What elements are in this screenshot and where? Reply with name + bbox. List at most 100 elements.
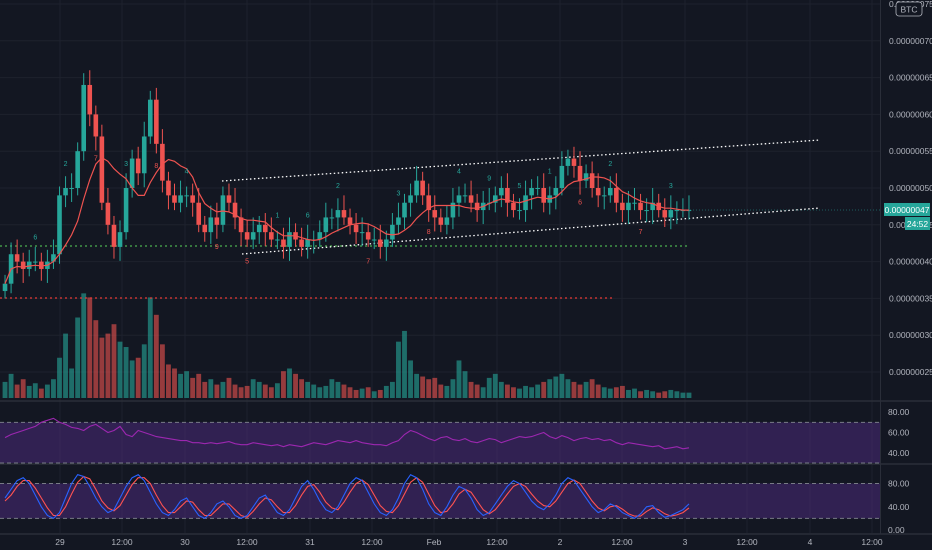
price-tick-label: 0.00000060 bbox=[889, 109, 932, 119]
sequential-count: 6 bbox=[306, 213, 310, 220]
volume-bar bbox=[159, 344, 165, 398]
candle-body bbox=[390, 224, 395, 240]
candle-body bbox=[14, 254, 20, 262]
volume-bar bbox=[287, 368, 292, 398]
candle-body bbox=[214, 217, 220, 225]
volume-bar bbox=[147, 297, 153, 398]
sequential-count: 2 bbox=[608, 161, 612, 168]
volume-bar bbox=[613, 387, 619, 398]
price-tick-label: 0.00000055 bbox=[889, 146, 932, 156]
volume-bar bbox=[341, 384, 347, 398]
candle-body bbox=[202, 224, 208, 233]
volume-bar bbox=[644, 389, 650, 398]
volume-bar bbox=[668, 389, 674, 398]
candle-body bbox=[396, 217, 401, 225]
sequential-count-labels: 6 2 7 3 8 4 9 5 1 6 2 7 3 8 4 9 5 1 6 2 7 3 bbox=[33, 155, 673, 265]
candle-body bbox=[571, 158, 577, 166]
volume-bar bbox=[81, 293, 87, 398]
volume-bar bbox=[402, 330, 407, 398]
volume-bar bbox=[589, 379, 595, 398]
volume-bar bbox=[51, 379, 56, 398]
candle-body bbox=[432, 210, 438, 218]
last-price-tag bbox=[884, 203, 930, 216]
candle-body bbox=[626, 202, 631, 211]
volume-bar bbox=[607, 388, 613, 398]
candle-body bbox=[505, 188, 510, 203]
sequential-count: 1 bbox=[275, 213, 279, 220]
candle-body bbox=[117, 232, 123, 247]
candle-body bbox=[184, 195, 189, 197]
candle-body bbox=[614, 188, 619, 203]
candle-body bbox=[63, 188, 68, 196]
volume-bar bbox=[359, 388, 365, 398]
volume-bar bbox=[250, 379, 256, 398]
volume-bar bbox=[601, 387, 607, 398]
price-tick-label: 0.00000050 bbox=[889, 183, 932, 193]
candle-body bbox=[275, 239, 280, 241]
time-tick-label: 12:00 bbox=[736, 537, 758, 547]
candle-body bbox=[105, 202, 111, 225]
candle-body bbox=[559, 165, 565, 188]
candle-body bbox=[57, 195, 62, 255]
candle-body bbox=[111, 224, 117, 247]
volume-bar bbox=[87, 297, 93, 398]
candle-body bbox=[438, 217, 444, 225]
time-tick-label: 12:00 bbox=[361, 537, 383, 547]
candle-body bbox=[662, 210, 668, 218]
candle-body bbox=[462, 195, 468, 197]
sequential-count: 2 bbox=[336, 183, 340, 190]
candle-body bbox=[190, 195, 195, 203]
volume-bar bbox=[20, 379, 26, 398]
candle-body bbox=[511, 202, 516, 211]
volume-bar bbox=[517, 388, 522, 398]
candle-body bbox=[51, 254, 56, 262]
candle-body bbox=[32, 261, 38, 263]
volume-bar bbox=[99, 337, 105, 398]
candle-body bbox=[250, 232, 256, 240]
time-tick-label: 2 bbox=[558, 537, 563, 547]
stoch-tick-label: 40.00 bbox=[888, 502, 910, 512]
candle-body bbox=[517, 210, 522, 212]
candle-body bbox=[347, 217, 353, 225]
volume-bar bbox=[93, 320, 99, 398]
volume-bar bbox=[547, 379, 553, 398]
volume-bar bbox=[474, 384, 480, 398]
sequential-count: 5 bbox=[245, 259, 249, 266]
volume-bar bbox=[444, 385, 450, 398]
volume-bar bbox=[26, 385, 32, 398]
volume-bar bbox=[262, 384, 268, 398]
sequential-count: 7 bbox=[366, 259, 370, 266]
volume-bar bbox=[335, 381, 341, 398]
volume-bar bbox=[220, 381, 226, 398]
sequential-count: 7 bbox=[639, 229, 643, 236]
candle-body bbox=[523, 195, 528, 211]
candle-body bbox=[269, 232, 274, 240]
currency-badge[interactable] bbox=[895, 1, 923, 17]
time-tick-label: 4 bbox=[808, 537, 813, 547]
volume-bar bbox=[377, 389, 383, 398]
price-tick-label: 0.00000035 bbox=[889, 293, 932, 303]
volume-bar bbox=[57, 357, 62, 398]
volume-bar bbox=[117, 341, 123, 398]
volume-bar bbox=[111, 324, 117, 398]
volume-bar bbox=[135, 357, 141, 398]
volume-bar bbox=[196, 373, 202, 398]
volume-bar bbox=[8, 373, 14, 398]
volume-bar bbox=[323, 385, 329, 398]
sequential-count: 3 bbox=[669, 183, 673, 190]
time-tick-label: Feb bbox=[427, 537, 442, 547]
volume-bar bbox=[662, 391, 668, 398]
candle-body bbox=[141, 136, 147, 174]
volume-bar bbox=[14, 384, 20, 398]
volume-bars bbox=[2, 293, 692, 398]
volume-bar bbox=[238, 387, 244, 398]
volume-bar bbox=[123, 347, 129, 398]
volume-bar bbox=[626, 389, 631, 398]
time-axis[interactable]: 29 12:00 30 12:00 31 12:00 Feb 12:00 2 12:00 3 12:0… bbox=[55, 537, 883, 547]
volume-bar bbox=[32, 383, 38, 398]
candle-body bbox=[147, 99, 153, 137]
volume-bar bbox=[44, 384, 50, 398]
currency-badge-label: BTC bbox=[901, 5, 918, 15]
